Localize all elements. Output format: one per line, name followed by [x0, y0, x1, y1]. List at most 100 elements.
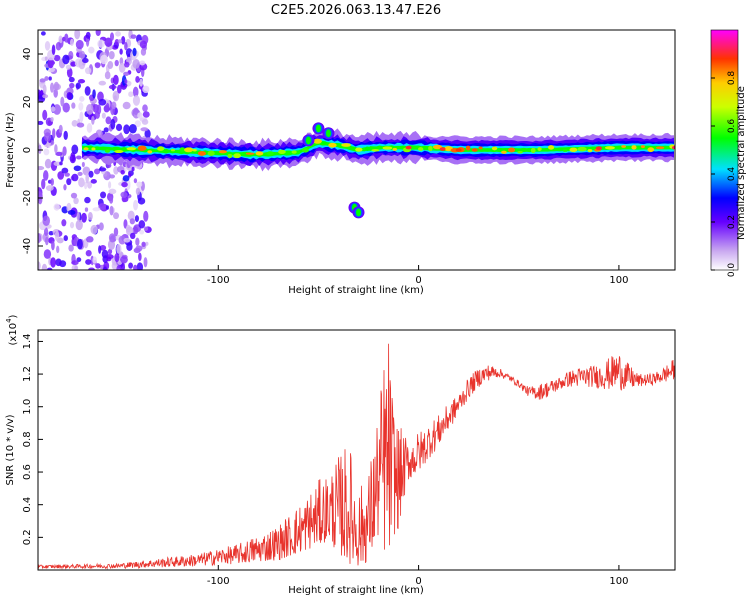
noise-speckle — [84, 207, 89, 212]
noise-speckle — [143, 210, 149, 222]
upper-branch-blob — [315, 124, 321, 133]
noise-speckle — [136, 181, 143, 188]
snr-frame — [37, 329, 676, 571]
noise-speckle — [132, 47, 137, 57]
noise-speckle — [122, 175, 130, 182]
trace-blob — [428, 145, 433, 152]
noise-speckle — [142, 111, 150, 118]
snr-y-label: SNR (10 * v/v) — [5, 414, 16, 485]
trace-blob — [655, 146, 665, 150]
upper-branch-blob — [305, 136, 311, 145]
noise-speckle — [86, 104, 94, 115]
noise-speckle — [94, 62, 101, 69]
noise-speckle — [88, 267, 95, 270]
colorbar-tick-label: 0.0 — [727, 263, 737, 278]
noise-speckle — [135, 187, 141, 196]
noise-speckle — [87, 212, 93, 221]
noise-speckle — [78, 102, 84, 111]
noise-speckle — [142, 85, 150, 94]
trace-blob — [313, 138, 322, 144]
noise-speckle — [77, 79, 86, 84]
noise-speckle — [98, 167, 107, 172]
noise-speckle — [38, 120, 44, 125]
noise-speckle — [124, 79, 128, 84]
trace-blob — [157, 146, 165, 151]
noise-speckle — [73, 165, 82, 172]
noise-speckle — [79, 96, 85, 102]
noise-speckle — [106, 256, 112, 262]
noise-speckle — [98, 222, 104, 231]
trace-blob — [147, 150, 153, 154]
noise-speckle — [64, 172, 70, 177]
trace-blob — [382, 146, 393, 150]
snr-x-ticks: -100 0 100 — [207, 565, 628, 587]
noise-speckle — [95, 263, 101, 269]
noise-speckle — [105, 102, 110, 113]
trace-blob — [508, 147, 516, 153]
colorbar-tick-label: 0.8 — [727, 71, 737, 86]
noise-speckle — [43, 249, 52, 259]
noise-speckle — [52, 128, 56, 139]
noise-speckle — [79, 111, 84, 123]
noise-speckle — [97, 39, 105, 48]
noise-speckle — [47, 67, 56, 73]
noise-speckle — [55, 151, 63, 157]
noise-speckle — [85, 172, 90, 184]
noise-speckle — [102, 266, 108, 270]
noise-speckle — [98, 80, 107, 86]
trace-blob — [478, 146, 483, 150]
noise-speckle — [86, 236, 94, 243]
y-tick-label: 0 — [22, 147, 33, 153]
trace-hotspot — [455, 148, 462, 152]
trace-blob — [647, 147, 655, 153]
noise-speckle — [62, 54, 70, 65]
trace-blob — [371, 148, 380, 152]
noise-speckle — [93, 168, 101, 175]
noise-speckle — [128, 262, 133, 269]
trace-blob — [537, 147, 542, 151]
noise-speckle — [66, 92, 73, 100]
noise-speckle — [107, 60, 114, 70]
spectrogram-y-label: Frequency (Hz) — [5, 112, 16, 188]
noise-speckle — [46, 267, 53, 270]
noise-speckle — [139, 60, 146, 66]
noise-speckle — [71, 264, 79, 270]
trace-blob — [392, 147, 398, 151]
noise-speckle — [112, 90, 120, 102]
trace-blob — [418, 147, 424, 151]
noise-speckle — [124, 61, 130, 68]
noise-speckle — [68, 76, 75, 83]
snr-series-line — [38, 343, 675, 570]
noise-speckle — [79, 50, 86, 59]
noise-speckle — [76, 238, 83, 250]
noise-speckle — [113, 227, 119, 237]
noise-speckle — [71, 102, 76, 109]
isolated-blob-blob — [356, 208, 362, 217]
snr-y-scale-exponent: 4 — [5, 318, 13, 323]
trace-blob — [170, 148, 176, 152]
noise-speckle — [41, 263, 48, 270]
trace-blob — [631, 145, 637, 150]
noise-speckle — [123, 124, 130, 135]
noise-speckle — [55, 258, 62, 267]
noise-speckle — [67, 209, 76, 215]
y-tick-label: 1.0 — [22, 399, 33, 415]
noise-speckle — [62, 146, 67, 156]
trace-blob — [126, 147, 136, 151]
noise-speckle — [111, 101, 117, 110]
colorbar-tick-label: 0.2 — [727, 215, 737, 229]
noise-speckle — [63, 130, 68, 140]
trace-blob — [577, 146, 587, 152]
noise-speckle — [42, 84, 47, 95]
upper-branch-blob — [325, 129, 331, 137]
trace-blob — [517, 150, 523, 154]
noise-speckle — [84, 196, 91, 204]
noise-speckle — [92, 256, 97, 264]
trace-blob — [218, 150, 228, 154]
trace-blob — [291, 150, 297, 154]
noise-speckle — [120, 169, 125, 175]
spectrogram-y-ticks: 40 20 0 -20 -40 — [22, 48, 43, 254]
noise-speckle — [68, 244, 74, 252]
noise-speckle — [144, 129, 151, 139]
